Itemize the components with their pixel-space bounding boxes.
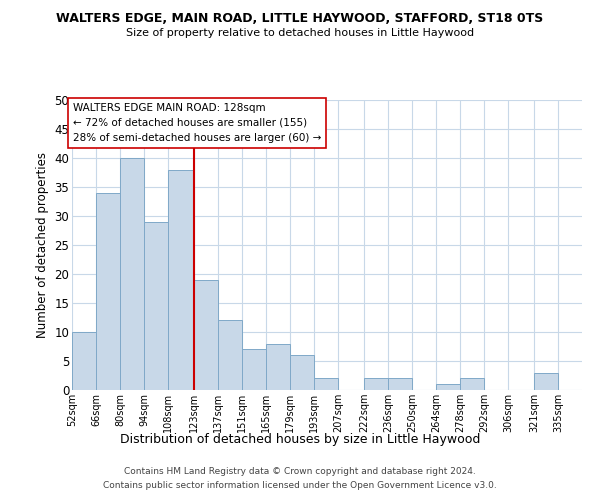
Bar	[534, 372, 558, 390]
Text: WALTERS EDGE, MAIN ROAD, LITTLE HAYWOOD, STAFFORD, ST18 0TS: WALTERS EDGE, MAIN ROAD, LITTLE HAYWOOD,…	[56, 12, 544, 26]
Bar	[388, 378, 412, 390]
Y-axis label: Number of detached properties: Number of detached properties	[36, 152, 49, 338]
Bar	[290, 355, 314, 390]
Bar	[460, 378, 484, 390]
Text: Distribution of detached houses by size in Little Haywood: Distribution of detached houses by size …	[120, 432, 480, 446]
Bar	[266, 344, 290, 390]
Bar	[96, 193, 120, 390]
Bar	[218, 320, 242, 390]
Bar	[144, 222, 168, 390]
Text: Size of property relative to detached houses in Little Haywood: Size of property relative to detached ho…	[126, 28, 474, 38]
Bar	[120, 158, 144, 390]
Bar	[168, 170, 194, 390]
Bar	[72, 332, 96, 390]
Text: Contains HM Land Registry data © Crown copyright and database right 2024.: Contains HM Land Registry data © Crown c…	[124, 468, 476, 476]
Text: Contains public sector information licensed under the Open Government Licence v3: Contains public sector information licen…	[103, 481, 497, 490]
Bar	[242, 350, 266, 390]
Bar	[194, 280, 218, 390]
Text: WALTERS EDGE MAIN ROAD: 128sqm
← 72% of detached houses are smaller (155)
28% of: WALTERS EDGE MAIN ROAD: 128sqm ← 72% of …	[73, 103, 321, 142]
Bar	[436, 384, 460, 390]
Bar	[364, 378, 388, 390]
Bar	[314, 378, 338, 390]
